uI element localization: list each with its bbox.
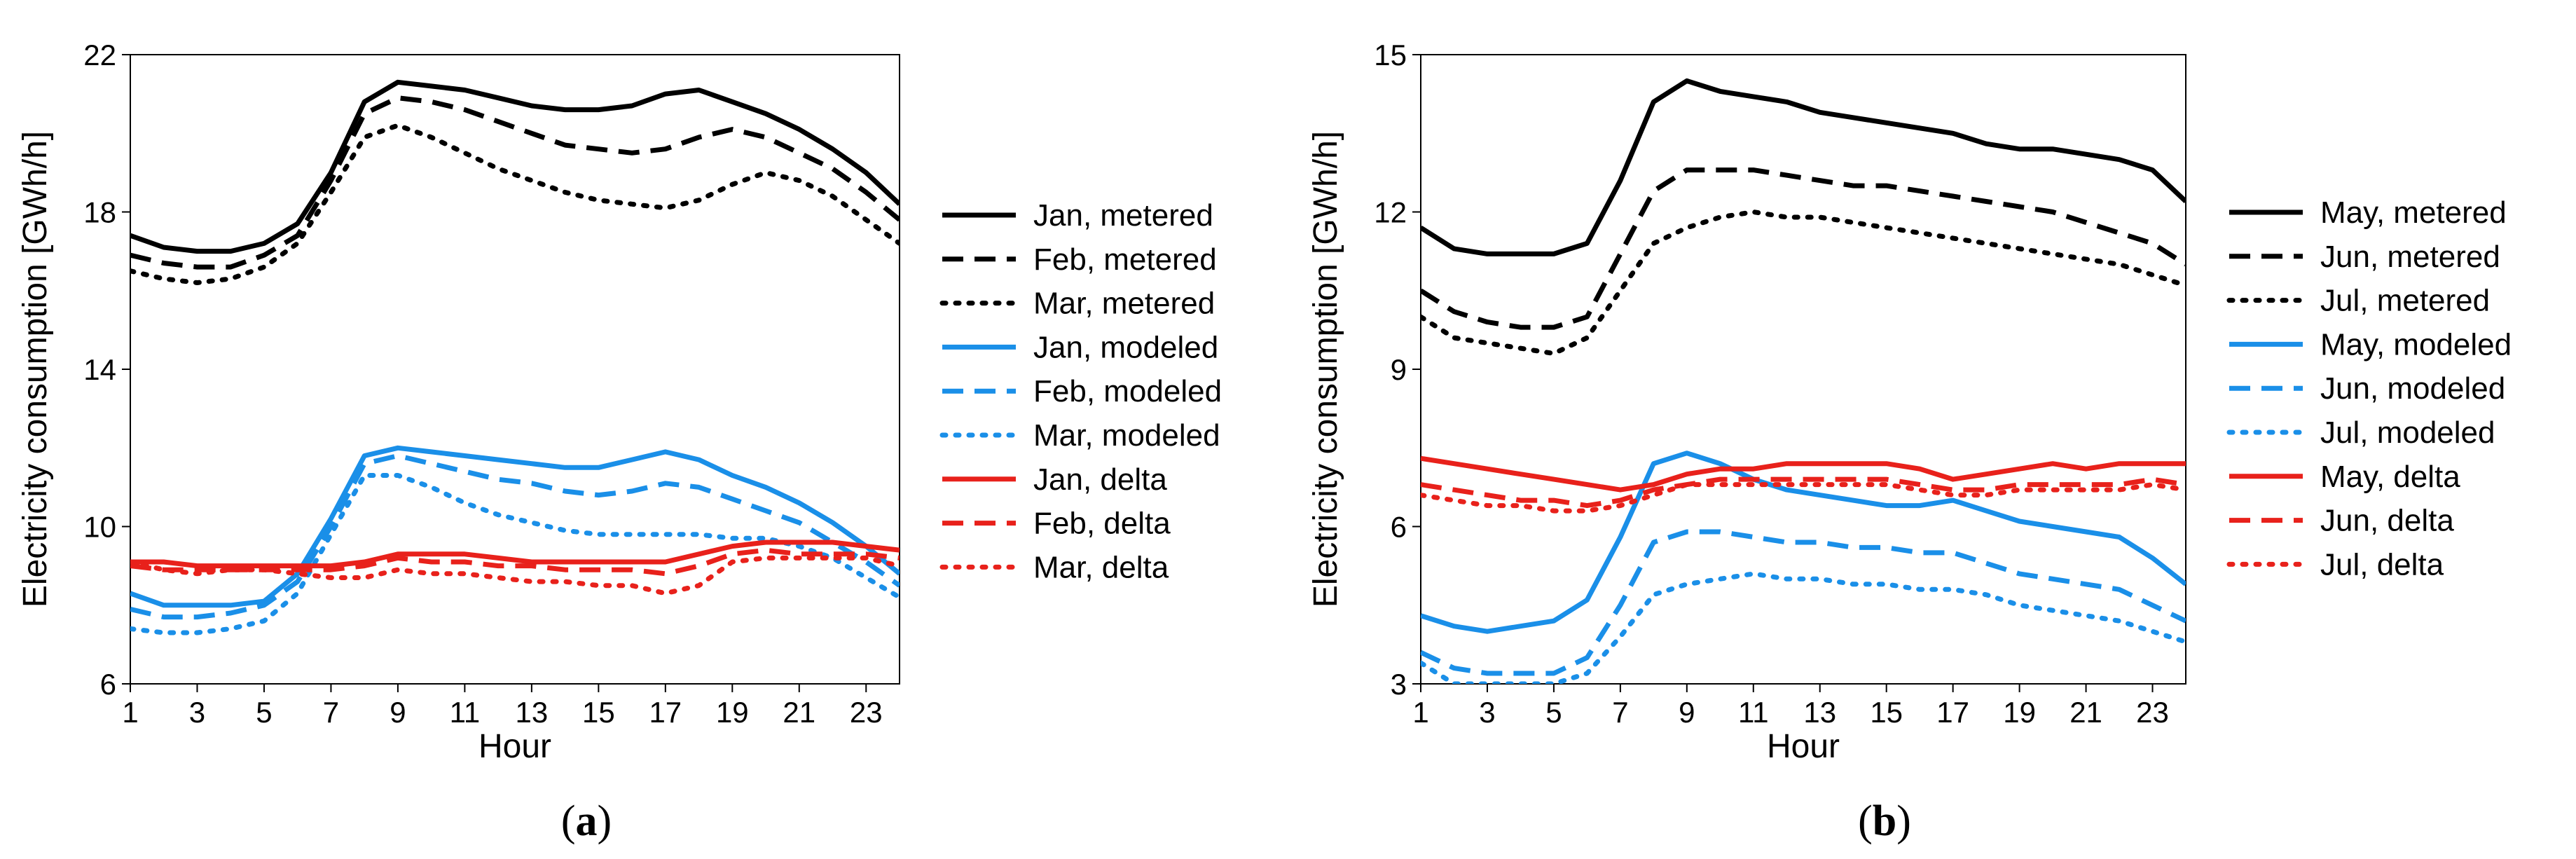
y-tick-label: 3: [1391, 668, 1407, 701]
x-tick-label: 11: [450, 696, 481, 729]
y-tick-label: 6: [1391, 511, 1407, 544]
series-line-7: [130, 547, 900, 577]
x-tick-label: 5: [256, 696, 272, 729]
series-line-2: [130, 123, 900, 285]
series-lines: [1421, 78, 2186, 684]
panel-label: (b): [1858, 797, 1911, 845]
legend: May, metered Jun, metered Jul, metered May,…: [2226, 195, 2512, 582]
x-tick-label: 3: [1479, 696, 1495, 729]
legend-label: Jun, modeled: [2320, 371, 2505, 406]
x-tick-label: 5: [1545, 696, 1562, 729]
series-line-1: [130, 95, 900, 270]
x-tick-label: 17: [1936, 696, 1969, 729]
x-tick-label: 13: [516, 696, 549, 729]
series-line-0: [1421, 78, 2186, 256]
x-tick-label: 15: [1870, 696, 1903, 729]
chart-panel-a: 1 3 5 7 9 11 13 15 17 19 21 23610141822HourElectric…: [17, 39, 1222, 845]
y-axis-title: Electricity consumption [GWh/h]: [1307, 131, 1344, 607]
legend-label: May, metered: [2320, 195, 2507, 230]
x-tick-label: 3: [189, 696, 205, 729]
legend-label: May, delta: [2320, 460, 2460, 494]
x-axis-title: Hour: [1767, 728, 1840, 765]
legend-label: Mar, metered: [1033, 287, 1215, 321]
panel-label: (a): [561, 797, 612, 845]
y-tick-label: 15: [1374, 39, 1407, 71]
x-tick-label: 21: [2069, 696, 2102, 729]
x-tick-label: 9: [390, 696, 406, 729]
plot-frame: [130, 54, 900, 685]
y-tick-label: 22: [83, 39, 116, 71]
x-tick-label: 1: [1412, 696, 1428, 729]
x-tick-label: 11: [1738, 696, 1769, 729]
series-line-3: [130, 445, 900, 608]
legend-label: Jul, delta: [2320, 547, 2444, 582]
x-tick-label: 19: [2003, 696, 2036, 729]
legend-label: Mar, modeled: [1033, 418, 1220, 453]
legend-label: Feb, modeled: [1033, 374, 1222, 408]
x-axis-title: Hour: [478, 728, 551, 765]
x-tick-label: 9: [1679, 696, 1695, 729]
series-line-0: [130, 79, 900, 254]
legend-label: Jun, metered: [2320, 240, 2500, 274]
plot-frame: [1420, 54, 2186, 685]
legend-label: Jun, delta: [2320, 504, 2454, 538]
legend-label: Jan, modeled: [1033, 330, 1218, 364]
series-line-1: [1421, 167, 2186, 330]
series-line-3: [1421, 451, 2186, 634]
legend-label: Jan, delta: [1033, 462, 1167, 497]
x-tick-label: 7: [323, 696, 339, 729]
legend-label: Feb, delta: [1033, 507, 1171, 541]
x-tick-label: 23: [850, 696, 883, 729]
legend: Jan, metered Feb, metered Mar, metered Jan,…: [939, 198, 1222, 584]
x-tick-label: 15: [582, 696, 615, 729]
series-line-2: [1421, 209, 2186, 356]
x-tick-label: 13: [1803, 696, 1836, 729]
series-line-5: [1421, 571, 2186, 684]
y-tick-label: 12: [1374, 196, 1407, 229]
y-tick-label: 18: [83, 196, 116, 229]
series-line-4: [1421, 529, 2186, 676]
y-tick-label: 10: [83, 511, 116, 544]
series-lines: [130, 79, 900, 635]
series-line-6: [1421, 455, 2186, 493]
x-tick-label: 1: [122, 696, 138, 729]
legend-label: May, modeled: [2320, 327, 2512, 362]
legend-label: Jul, modeled: [2320, 415, 2495, 450]
series-line-7: [1421, 476, 2186, 509]
y-tick-label: 6: [100, 668, 116, 701]
series-line-5: [130, 473, 900, 635]
x-tick-label: 7: [1612, 696, 1628, 729]
y-tick-label: 14: [83, 353, 116, 386]
series-line-8: [1421, 482, 2186, 514]
y-tick-label: 9: [1391, 353, 1407, 386]
x-tick-label: 17: [649, 696, 682, 729]
x-tick-label: 19: [716, 696, 749, 729]
chart-panel-b: 1 3 5 7 9 11 13 15 17 19 21 233691215HourElectricit…: [1307, 39, 2512, 845]
series-line-8: [130, 555, 900, 596]
x-tick-label: 21: [783, 696, 815, 729]
y-axis-title: Electricity consumption [GWh/h]: [17, 131, 54, 607]
legend-label: Feb, metered: [1033, 242, 1217, 277]
legend-label: Mar, delta: [1033, 550, 1169, 584]
series-line-4: [130, 453, 900, 620]
legend-label: Jul, metered: [2320, 284, 2490, 318]
x-tick-label: 23: [2136, 696, 2169, 729]
series-line-6: [130, 540, 900, 569]
legend-label: Jan, metered: [1033, 198, 1213, 233]
